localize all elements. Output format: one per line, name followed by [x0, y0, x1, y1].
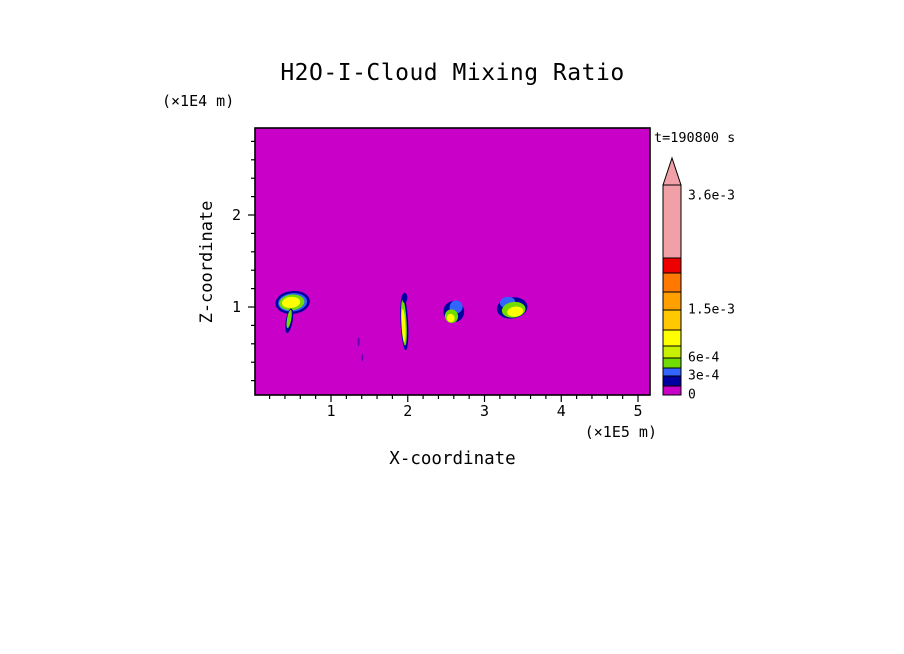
cloud-1: [286, 309, 292, 329]
x-tick-label: 1: [326, 402, 336, 420]
time-stamp-label: t=190800 s: [654, 130, 736, 146]
colorbar-tick-label: 0: [688, 387, 696, 403]
colorbar-swatch: [662, 367, 682, 377]
colorbar-swatch: [662, 375, 682, 387]
cloud-3: [446, 313, 455, 323]
colorbar-swatch: [662, 385, 682, 396]
x-tick-label: 2: [403, 402, 413, 420]
colorbar-swatch: [662, 291, 682, 311]
plot-border: [254, 127, 651, 396]
colorbar-overflow-arrow: [662, 156, 682, 186]
x-axis-unit-label: (×1E5 m): [584, 423, 657, 441]
colorbar-swatch: [662, 309, 682, 331]
colorbar-swatches: [662, 184, 682, 396]
colorbar-swatch: [662, 184, 682, 259]
cloud-features: [275, 290, 528, 362]
cloud-2: [401, 292, 408, 303]
speck-2: [361, 353, 364, 362]
colorbar-tick-label: 1.5e-3: [688, 302, 735, 318]
x-tick-label: 4: [556, 402, 566, 420]
cloud-1: [281, 296, 301, 308]
x-tick-label: 5: [633, 402, 643, 420]
x-tick-label: 3: [479, 402, 490, 420]
colorbar-swatch: [662, 272, 682, 293]
colorbar-swatch: [662, 257, 682, 274]
plot-background: [255, 128, 650, 395]
y-tick-label: 2: [231, 206, 241, 224]
colorbar-swatch: [662, 345, 682, 359]
colorbar-tick-label: 6e-4: [688, 350, 720, 366]
colorbar-tick-label: 3e-4: [688, 368, 720, 384]
axis-ticks: [248, 140, 639, 402]
cloud-2: [401, 308, 406, 342]
cloud-4: [507, 306, 524, 317]
colorbar-swatch: [662, 357, 682, 369]
chart-title: H2O-I-Cloud Mixing Ratio: [280, 60, 625, 86]
colorbar-swatch: [662, 329, 682, 347]
x-axis-title: X-coordinate: [389, 449, 516, 469]
y-axis-title: Z-coordinate: [197, 200, 217, 324]
speck-1: [357, 337, 360, 347]
y-tick-label: 1: [231, 298, 241, 316]
y-axis-unit-label: (×1E4 m): [162, 92, 235, 110]
colorbar-tick-label: 3.6e-3: [688, 188, 735, 204]
